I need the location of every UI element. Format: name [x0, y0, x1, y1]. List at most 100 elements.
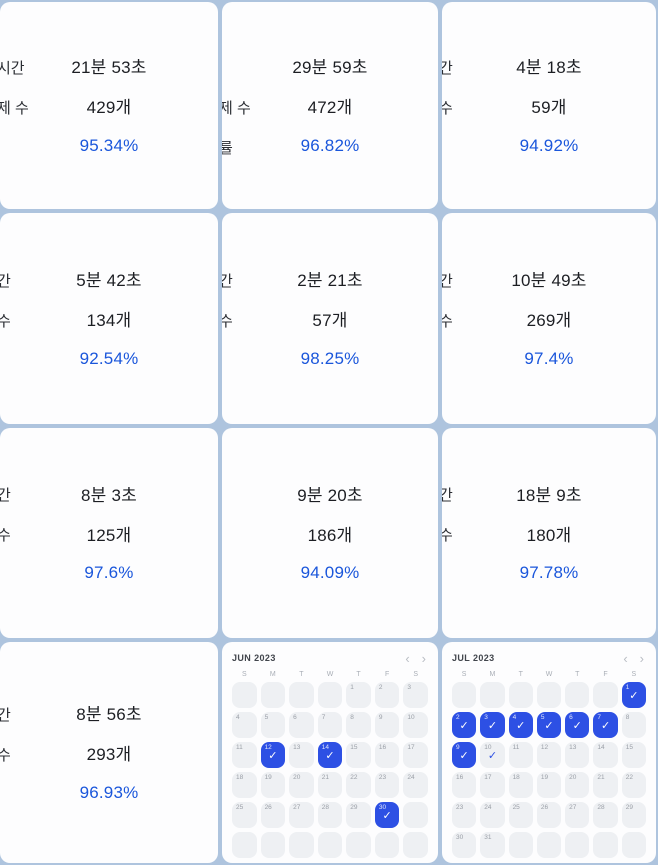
check-icon: ✓ [600, 719, 611, 732]
day-cell[interactable]: 29 [621, 802, 646, 828]
stat-percent-value: 95.34% [79, 135, 139, 155]
day-cell[interactable]: 5 ✓ [536, 712, 562, 738]
stat-label-fragment: 간 [0, 486, 11, 504]
weekday-label: S [241, 671, 247, 678]
prev-month-button[interactable]: ‹ [623, 650, 628, 666]
day-cell[interactable]: 18 [232, 772, 257, 798]
calendar-title: JUN 2023 [232, 653, 276, 663]
day-cell [260, 832, 286, 858]
stat-card: 29분 59초 제 수 472개 률 96.82% [222, 2, 438, 209]
day-cell[interactable]: 29 [346, 802, 371, 828]
day-cell [289, 682, 314, 708]
day-cell[interactable]: 28 [593, 802, 618, 828]
prev-month-button[interactable]: ‹ [405, 650, 410, 666]
stat-label-fragment: 제 수 [0, 99, 29, 117]
day-cell[interactable]: 2 ✓ [452, 712, 477, 738]
stat-row: 수 57개 [222, 304, 438, 334]
day-cell[interactable]: 17 [403, 742, 428, 768]
day-number: 28 [321, 804, 329, 811]
day-cell[interactable]: 22 [621, 772, 646, 798]
day-cell[interactable]: 4 ✓ [508, 712, 533, 738]
day-cell[interactable]: 19 [536, 772, 562, 798]
day-cell[interactable]: 3 ✓ [480, 712, 505, 738]
weekday-label: T [299, 671, 304, 678]
stat-label-fragment: 수 [442, 99, 453, 117]
day-cell[interactable]: 26 [536, 802, 562, 828]
check-icon: ✓ [325, 749, 335, 762]
day-cell[interactable]: 30 ✓ [374, 802, 400, 828]
day-cell[interactable]: 24 [403, 772, 428, 798]
stat-row: 간 5분 42초 [0, 264, 218, 294]
stat-value: 186개 [307, 525, 353, 545]
day-cell[interactable]: 3 [403, 682, 428, 708]
day-cell[interactable]: 13 [565, 742, 590, 768]
day-cell[interactable]: 18 [508, 772, 533, 798]
day-cell[interactable]: 4 [232, 712, 257, 738]
stat-value: 8분 56초 [76, 705, 142, 724]
day-cell[interactable]: 11 [508, 742, 533, 768]
day-cell[interactable]: 27 [565, 802, 590, 828]
day-cell[interactable]: 16 [452, 772, 477, 798]
day-number: 11 [236, 744, 243, 751]
day-cell[interactable]: 20 [565, 772, 590, 798]
calendar-header: JUL 2023 ‹ › [452, 650, 646, 666]
stat-label-fragment: 수 [442, 312, 453, 330]
stat-percent-value: 96.93% [79, 782, 139, 802]
day-cell[interactable]: 9 ✓ [452, 742, 477, 768]
next-month-button[interactable]: › [421, 650, 426, 666]
day-cell[interactable]: 16 [374, 742, 400, 768]
day-cell[interactable]: 1 [346, 682, 371, 708]
day-cell[interactable]: 8 [346, 712, 371, 738]
day-number: 4 [236, 714, 240, 721]
day-cell[interactable]: 22 [346, 772, 371, 798]
day-cell[interactable]: 31 [480, 832, 505, 858]
day-number: 21 [597, 774, 605, 781]
day-cell[interactable]: 9 [374, 712, 400, 738]
calendar-nav: ‹ › [403, 652, 428, 665]
day-cell[interactable]: 25 [232, 802, 257, 828]
day-cell[interactable]: 5 [260, 712, 286, 738]
stat-row: 수 134개 [0, 304, 218, 334]
day-cell[interactable]: 12 [536, 742, 562, 768]
stat-value: 293개 [86, 745, 132, 764]
day-cell[interactable]: 1 ✓ [621, 682, 646, 708]
day-cell[interactable]: 6 ✓ [565, 712, 590, 738]
day-cell[interactable]: 10 [403, 712, 428, 738]
day-cell[interactable]: 30 [452, 832, 477, 858]
weekday-label: M [489, 671, 496, 678]
day-cell[interactable]: 7 [317, 712, 343, 738]
day-cell[interactable]: 15 [621, 742, 646, 768]
next-month-button[interactable]: › [639, 650, 644, 666]
day-cell[interactable]: 23 [452, 802, 477, 828]
day-cell[interactable]: 23 [374, 772, 400, 798]
day-number: 9 [378, 714, 383, 721]
day-number: 13 [293, 744, 301, 751]
day-cell[interactable]: 15 [346, 742, 371, 768]
day-cell[interactable]: 17 [480, 772, 505, 798]
day-cell[interactable]: 21 [593, 772, 618, 798]
day-cell[interactable]: 14 ✓ [317, 742, 343, 768]
stat-label-fragment: 시간 [0, 59, 25, 77]
day-cell[interactable]: 14 [593, 742, 618, 768]
day-cell[interactable]: 24 [480, 802, 505, 828]
day-cell[interactable]: 28 [317, 802, 343, 828]
day-cell[interactable]: 21 [317, 772, 343, 798]
day-cell[interactable]: 10 ✓ [480, 742, 505, 768]
day-cell[interactable]: 13 [289, 742, 314, 768]
day-number: 7 [597, 714, 602, 721]
day-cell[interactable]: 6 [289, 712, 314, 738]
day-cell[interactable]: 8 [621, 712, 646, 738]
day-cell [508, 832, 533, 858]
day-cell[interactable]: 2 [374, 682, 400, 708]
day-cell[interactable]: 27 [289, 802, 314, 828]
stat-row: 수 180개 [442, 518, 656, 548]
day-number: 26 [540, 804, 549, 811]
day-cell[interactable]: 7 ✓ [593, 712, 618, 738]
stat-percent-value: 96.82% [300, 135, 360, 155]
day-cell[interactable]: 20 [289, 772, 314, 798]
day-cell[interactable]: 12 ✓ [260, 742, 286, 768]
day-cell[interactable]: 26 [260, 802, 286, 828]
day-cell[interactable]: 19 [260, 772, 286, 798]
day-cell[interactable]: 11 [232, 742, 257, 768]
day-cell[interactable]: 25 [508, 802, 533, 828]
